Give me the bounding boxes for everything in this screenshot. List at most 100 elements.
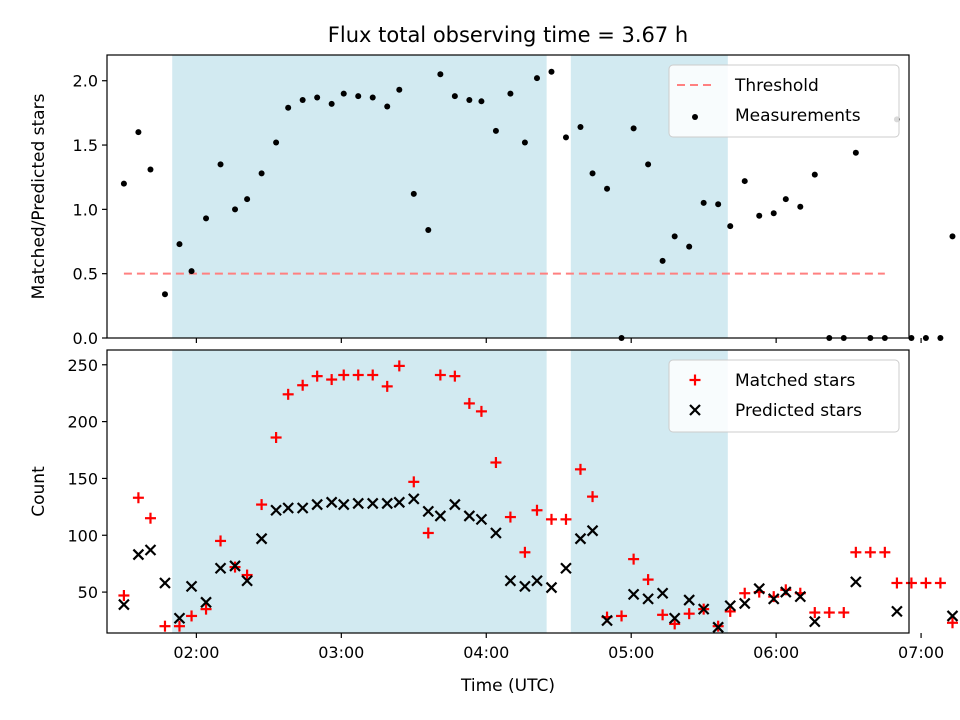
data-point	[657, 609, 669, 621]
data-point	[642, 593, 654, 605]
data-point	[241, 574, 253, 587]
data-point	[466, 97, 473, 104]
data-point	[144, 544, 157, 556]
data-point	[449, 370, 461, 382]
bottom-observing-window-1	[172, 350, 547, 633]
data-point	[475, 405, 487, 417]
data-point	[521, 139, 528, 146]
data-point	[562, 134, 569, 141]
data-point	[270, 504, 282, 517]
data-point	[232, 206, 239, 213]
data-point	[132, 548, 145, 561]
data-point	[241, 569, 253, 581]
legend-label: Measurements	[735, 106, 861, 126]
data-point	[200, 603, 212, 615]
data-point	[891, 605, 903, 618]
top-x-axis	[195, 338, 922, 343]
data-point	[285, 104, 292, 111]
data-point	[683, 594, 695, 606]
data-point	[545, 513, 557, 525]
data-point	[338, 369, 350, 381]
legend-marker	[692, 114, 698, 120]
data-point	[809, 615, 821, 628]
legend-marker	[689, 374, 701, 386]
data-point	[186, 610, 198, 622]
data-point	[355, 93, 362, 100]
data-point	[314, 94, 321, 101]
bottom-legend: Matched stars Predicted stars	[668, 359, 900, 433]
data-point	[340, 90, 347, 97]
data-point	[367, 369, 379, 381]
data-point	[767, 593, 780, 605]
data-point	[630, 125, 637, 132]
bottom-y-axis-label: Count	[29, 466, 49, 517]
data-point	[574, 463, 586, 475]
data-point	[724, 599, 737, 612]
data-point	[548, 68, 555, 75]
data-point	[297, 379, 309, 391]
data-point	[282, 502, 294, 514]
y-tick-label: 250	[67, 356, 98, 375]
data-point	[604, 185, 611, 192]
data-point	[490, 457, 502, 469]
data-point	[159, 620, 171, 632]
data-point	[203, 215, 210, 222]
data-point	[366, 497, 379, 510]
data-point	[449, 498, 461, 511]
data-point	[683, 608, 695, 620]
data-point	[135, 129, 142, 136]
data-point	[545, 581, 558, 594]
data-point	[273, 139, 280, 146]
data-point	[507, 90, 514, 97]
data-point	[879, 546, 891, 558]
data-point	[492, 127, 499, 134]
data-point	[586, 524, 599, 537]
data-point	[642, 574, 654, 586]
figure-title: Flux total observing time = 3.67 h	[328, 23, 688, 47]
data-point	[244, 196, 251, 203]
data-point	[850, 546, 862, 558]
top-plot-frame	[106, 54, 910, 339]
data-point	[422, 505, 435, 518]
data-point	[504, 574, 517, 587]
data-point	[185, 580, 198, 593]
data-point	[739, 587, 751, 599]
data-point	[741, 178, 748, 185]
data-point	[352, 369, 364, 381]
x-tick-label: 03:00	[318, 643, 364, 662]
data-point	[671, 233, 678, 240]
x-tick-label: 07:00	[898, 643, 944, 662]
data-point	[475, 513, 488, 526]
data-point	[258, 170, 265, 177]
data-point	[437, 71, 444, 78]
top-shaded-regions	[172, 55, 728, 338]
y-tick-label: 1.5	[73, 136, 98, 155]
data-point	[519, 546, 531, 558]
y-tick-label: 0.5	[73, 265, 98, 284]
data-point	[560, 513, 572, 525]
data-point	[144, 512, 156, 524]
data-point	[659, 257, 666, 264]
data-point	[715, 201, 722, 208]
data-point	[574, 532, 587, 545]
data-point	[937, 335, 944, 341]
data-point	[756, 212, 763, 219]
data-point	[296, 502, 309, 514]
legend-box	[668, 64, 900, 138]
data-point	[669, 618, 681, 630]
data-point	[299, 97, 306, 104]
data-point	[782, 196, 789, 203]
x-tick-label: 06:00	[753, 643, 799, 662]
top-y-axis: 0.0 0.5 1.0 1.5 2.0	[73, 72, 107, 348]
data-point	[697, 603, 710, 615]
bottom-x-axis: 02:00 03:00 04:00 05:00 06:00 07:00	[173, 633, 944, 662]
legend-item: Measurements	[692, 106, 861, 126]
legend-label: Matched stars	[735, 371, 855, 391]
data-point	[891, 577, 903, 589]
legend-label: Threshold	[734, 76, 819, 96]
legend-item: Matched stars	[689, 371, 855, 391]
data-point	[384, 103, 391, 110]
data-point	[811, 171, 818, 178]
data-point	[587, 491, 599, 503]
data-point	[256, 499, 268, 511]
